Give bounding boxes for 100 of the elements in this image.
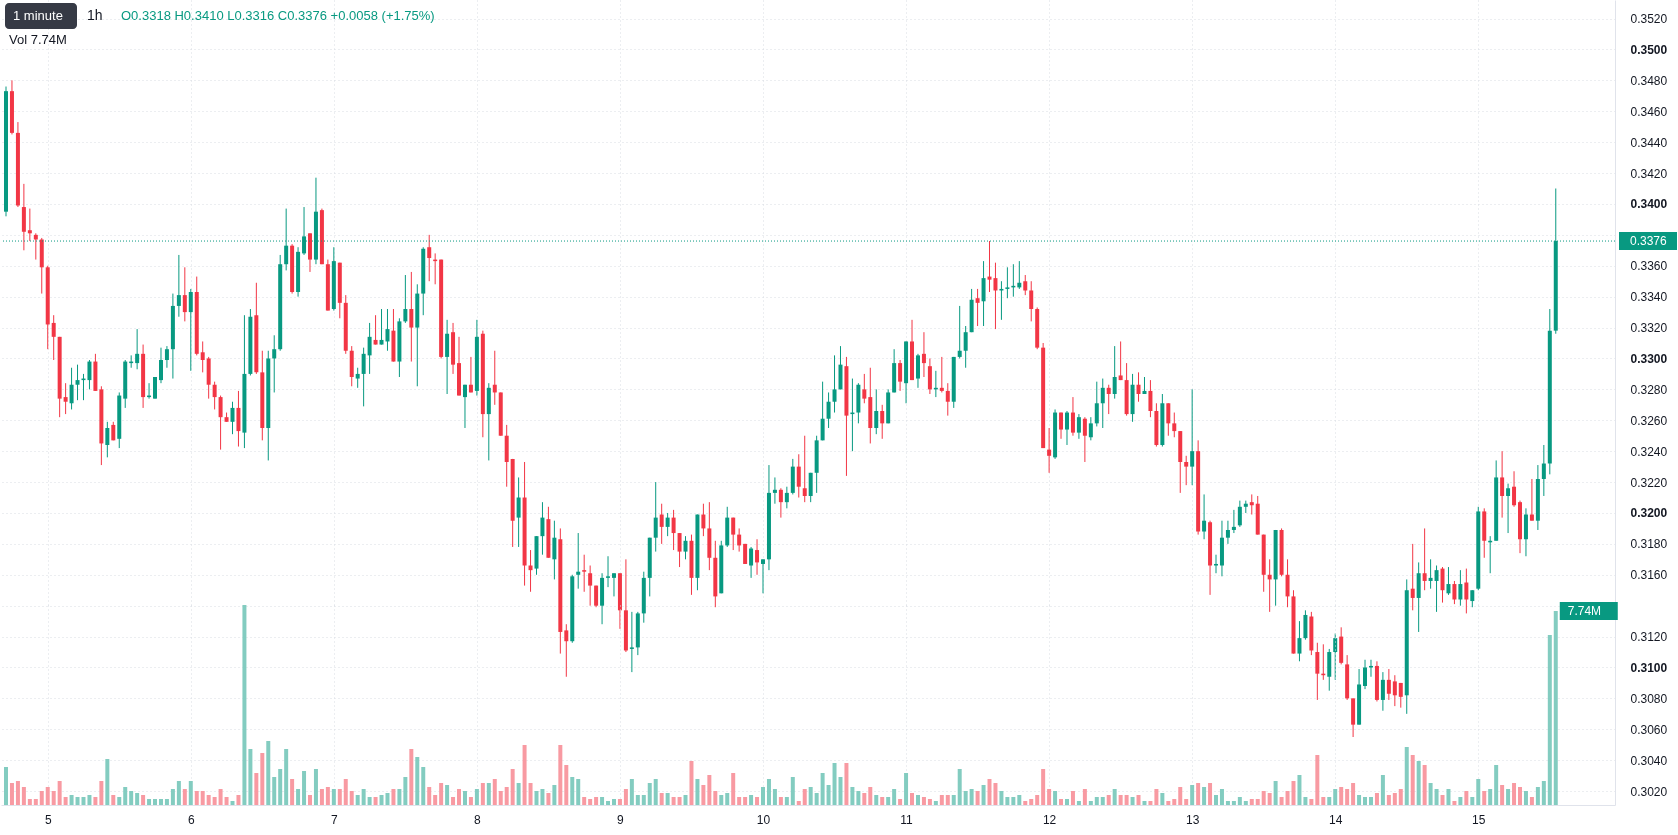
bar — [957, 769, 962, 805]
candlestick — [1249, 493, 1254, 516]
candlestick — [1452, 580, 1457, 605]
candlestick — [462, 384, 467, 429]
bar — [123, 787, 128, 805]
candlestick — [492, 350, 497, 406]
bar — [868, 787, 873, 805]
bar — [558, 745, 563, 805]
candlestick — [921, 331, 926, 378]
candlestick — [1225, 520, 1230, 545]
bar — [611, 799, 616, 805]
bar — [790, 777, 795, 805]
bar — [99, 781, 104, 805]
candlestick — [1076, 413, 1081, 440]
bar — [224, 797, 229, 805]
bar — [313, 769, 318, 805]
candlestick — [1106, 384, 1111, 415]
bar — [749, 795, 754, 805]
candlestick — [236, 390, 241, 448]
candlestick — [105, 421, 110, 458]
bar — [242, 605, 247, 805]
candlestick — [1434, 565, 1439, 613]
candlestick — [1428, 558, 1433, 590]
x-tick-label: 13 — [1185, 812, 1200, 827]
bar — [1416, 761, 1421, 805]
bar — [1309, 799, 1314, 805]
candlestick — [403, 274, 408, 324]
bar — [1059, 799, 1064, 805]
bar — [1094, 797, 1099, 805]
bar — [1434, 789, 1439, 805]
bar — [898, 799, 903, 805]
bar — [266, 741, 271, 805]
bar — [1512, 783, 1517, 805]
candlestick — [1005, 266, 1010, 299]
bar — [880, 797, 885, 805]
bar — [498, 791, 503, 805]
candlestick — [1029, 280, 1034, 322]
candlestick — [212, 381, 217, 410]
bar — [194, 791, 199, 805]
bar — [439, 783, 444, 805]
bar — [784, 797, 789, 805]
candlestick — [1458, 569, 1463, 607]
bar — [1064, 799, 1069, 805]
bar — [689, 761, 694, 805]
candlestick — [1047, 427, 1052, 474]
bar — [1136, 795, 1141, 805]
candlestick — [772, 476, 777, 505]
x-tick-label: 7 — [330, 812, 338, 827]
candlestick — [1082, 416, 1087, 463]
bar — [1518, 787, 1522, 805]
bar — [129, 791, 134, 805]
y-tick-label: 0.3500 — [1630, 42, 1668, 57]
bar — [307, 795, 312, 805]
y-tick-label: 0.3160 — [1630, 568, 1668, 583]
candlestick — [1070, 396, 1075, 437]
candlestick — [176, 254, 181, 318]
bar — [331, 789, 336, 805]
y-tick-label: 0.3120 — [1630, 630, 1668, 645]
candlestick — [749, 546, 754, 579]
bar — [1398, 789, 1403, 805]
candlestick — [898, 359, 903, 392]
bar — [1005, 797, 1010, 805]
bar — [1386, 795, 1391, 805]
candlestick — [1237, 500, 1242, 528]
bar — [1327, 797, 1332, 805]
bar — [141, 795, 146, 805]
bar — [21, 787, 26, 805]
bar — [45, 787, 50, 805]
candlestick — [939, 356, 944, 393]
candlestick — [1297, 620, 1302, 662]
candlestick — [87, 359, 92, 390]
bar — [33, 799, 38, 805]
candlestick — [1422, 527, 1427, 591]
y-tick-label: 0.3440 — [1630, 135, 1668, 150]
bar — [588, 799, 593, 805]
x-tick-label: 14 — [1329, 812, 1343, 827]
candlestick — [1112, 345, 1117, 400]
bar — [623, 789, 628, 805]
bar — [1142, 801, 1147, 805]
candlestick — [659, 503, 664, 545]
bar — [761, 787, 765, 805]
candlestick — [540, 501, 545, 556]
bar — [1279, 797, 1284, 805]
bar — [1237, 797, 1242, 805]
candlestick — [611, 572, 616, 597]
candlestick — [1506, 483, 1511, 534]
bar — [1082, 789, 1087, 805]
bar — [1047, 789, 1052, 805]
bar — [1368, 797, 1373, 805]
candlestick — [874, 388, 879, 435]
bar — [1017, 795, 1022, 805]
bar — [200, 791, 205, 805]
candlestick — [820, 381, 825, 441]
candlestick — [606, 555, 611, 588]
candlestick — [164, 345, 169, 369]
bar — [373, 797, 378, 805]
x-tick-label: 5 — [44, 812, 52, 827]
y-tick-label: 0.3020 — [1630, 784, 1668, 799]
bar — [814, 793, 819, 805]
bar — [1303, 797, 1308, 805]
